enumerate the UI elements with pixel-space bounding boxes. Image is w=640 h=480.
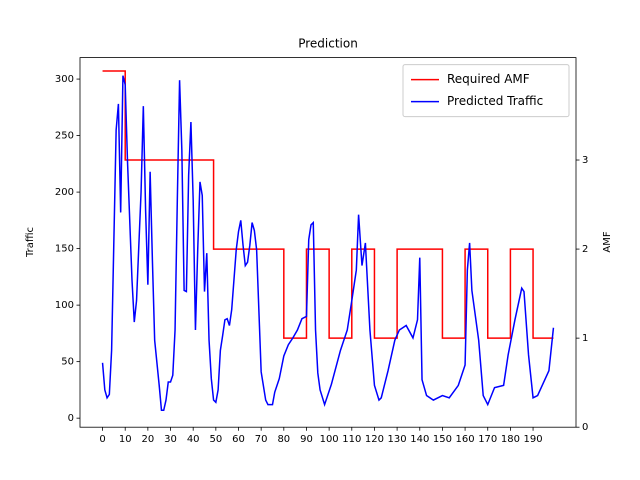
x-tick-label: 80 bbox=[277, 434, 290, 445]
x-tick-label: 50 bbox=[209, 434, 222, 445]
y2-axis-label: AMF bbox=[602, 231, 613, 252]
legend-label: Predicted Traffic bbox=[447, 94, 543, 108]
y-tick-label: 0 bbox=[68, 413, 74, 424]
x-tick-label: 170 bbox=[478, 434, 497, 445]
y2-tick-label: 0 bbox=[582, 422, 588, 433]
x-tick-label: 10 bbox=[119, 434, 132, 445]
x-tick-label: 180 bbox=[501, 434, 520, 445]
legend-label: Required AMF bbox=[447, 72, 530, 86]
x-tick-label: 150 bbox=[433, 434, 452, 445]
y-tick-label: 300 bbox=[55, 74, 74, 85]
x-tick-label: 0 bbox=[99, 434, 105, 445]
x-tick-label: 190 bbox=[524, 434, 543, 445]
y-tick-label: 150 bbox=[55, 244, 74, 255]
x-tick-label: 40 bbox=[187, 434, 200, 445]
y-tick-label: 50 bbox=[61, 357, 74, 368]
x-tick-label: 90 bbox=[300, 434, 313, 445]
y2-tick-label: 3 bbox=[582, 155, 588, 166]
y-tick-label: 200 bbox=[55, 187, 74, 198]
y2-tick-label: 2 bbox=[582, 244, 588, 255]
chart-title: Prediction bbox=[298, 37, 358, 51]
x-tick-label: 20 bbox=[141, 434, 154, 445]
frame bbox=[79, 57, 577, 428]
plot-area bbox=[101, 70, 555, 411]
x-tick-label: 70 bbox=[255, 434, 268, 445]
x-tick-label: 60 bbox=[232, 434, 245, 445]
x-tick-label: 140 bbox=[410, 434, 429, 445]
x-tick-label: 160 bbox=[456, 434, 475, 445]
y-axis-label: Traffic bbox=[25, 227, 36, 258]
legend-box bbox=[402, 64, 570, 118]
x-tick-label: 100 bbox=[320, 434, 339, 445]
x-tick-label: 120 bbox=[365, 434, 384, 445]
x-tick-label: 130 bbox=[388, 434, 407, 445]
series-line bbox=[101, 75, 555, 411]
y2-tick-label: 1 bbox=[582, 333, 588, 344]
x-tick-label: 30 bbox=[164, 434, 177, 445]
y-tick-label: 250 bbox=[55, 131, 74, 142]
x-tick-label: 110 bbox=[342, 434, 361, 445]
y-tick-label: 100 bbox=[55, 300, 74, 311]
